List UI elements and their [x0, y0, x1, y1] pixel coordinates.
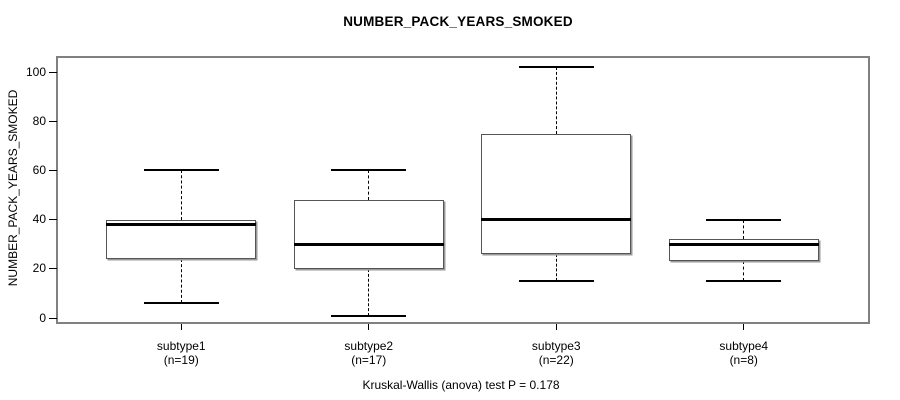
- median-line-subtype4: [668, 242, 819, 246]
- group-n-label-subtype3: (n=22): [538, 353, 574, 367]
- y-axis-tick-label: 0: [39, 310, 46, 325]
- upper-whisker-cap: [706, 218, 782, 221]
- median-line-subtype2: [293, 242, 444, 246]
- upper-whisker-line: [743, 219, 745, 240]
- plot-frame: [55, 56, 870, 324]
- x-axis-tick: [555, 324, 557, 330]
- iqr-box-subtype1: [106, 219, 257, 260]
- median-line-subtype3: [481, 218, 632, 222]
- upper-whisker-line: [555, 67, 557, 134]
- x-axis-tick: [180, 324, 182, 330]
- group-n-label-subtype4: (n=8): [729, 353, 758, 367]
- lower-whisker-line: [180, 259, 182, 304]
- lower-whisker-cap: [331, 314, 407, 317]
- upper-whisker-line: [180, 170, 182, 220]
- y-axis-tick-label: 100: [25, 64, 46, 79]
- group-n-label-subtype1: (n=19): [163, 353, 199, 367]
- iqr-box-subtype3: [481, 133, 632, 255]
- y-axis-tick-label: 40: [32, 212, 46, 227]
- upper-whisker-line: [368, 170, 370, 200]
- y-axis-tick-label: 20: [32, 261, 46, 276]
- group-label-subtype3: subtype3: [531, 339, 581, 353]
- y-axis-tick-label: 60: [32, 162, 46, 177]
- group-n-label-subtype2: (n=17): [351, 353, 387, 367]
- median-line-subtype1: [106, 223, 257, 227]
- y-axis-tick: [48, 169, 57, 171]
- y-axis-tick: [48, 120, 57, 122]
- kruskal-wallis-note: Kruskal-Wallis (anova) test P = 0.178: [362, 378, 560, 392]
- iqr-box-subtype2: [293, 199, 444, 269]
- upper-whisker-cap: [331, 169, 407, 172]
- group-label-subtype2: subtype2: [344, 339, 394, 353]
- x-axis-tick: [368, 324, 370, 330]
- lower-whisker-line: [743, 261, 745, 282]
- x-axis-tick: [743, 324, 745, 330]
- upper-whisker-cap: [143, 169, 219, 172]
- y-axis-tick: [48, 268, 57, 270]
- y-axis-tick: [48, 71, 57, 73]
- group-label-subtype4: subtype4: [719, 339, 769, 353]
- lower-whisker-cap: [518, 280, 594, 283]
- lower-whisker-line: [368, 268, 370, 316]
- y-axis-tick: [48, 317, 57, 319]
- lower-whisker-cap: [143, 302, 219, 305]
- upper-whisker-cap: [518, 66, 594, 69]
- group-label-subtype1: subtype1: [156, 339, 206, 353]
- y-axis-tick-label: 80: [32, 113, 46, 128]
- lower-whisker-cap: [706, 280, 782, 283]
- chart-title: NUMBER_PACK_YEARS_SMOKED: [343, 14, 573, 29]
- lower-whisker-line: [555, 254, 557, 282]
- y-axis-tick: [48, 219, 57, 221]
